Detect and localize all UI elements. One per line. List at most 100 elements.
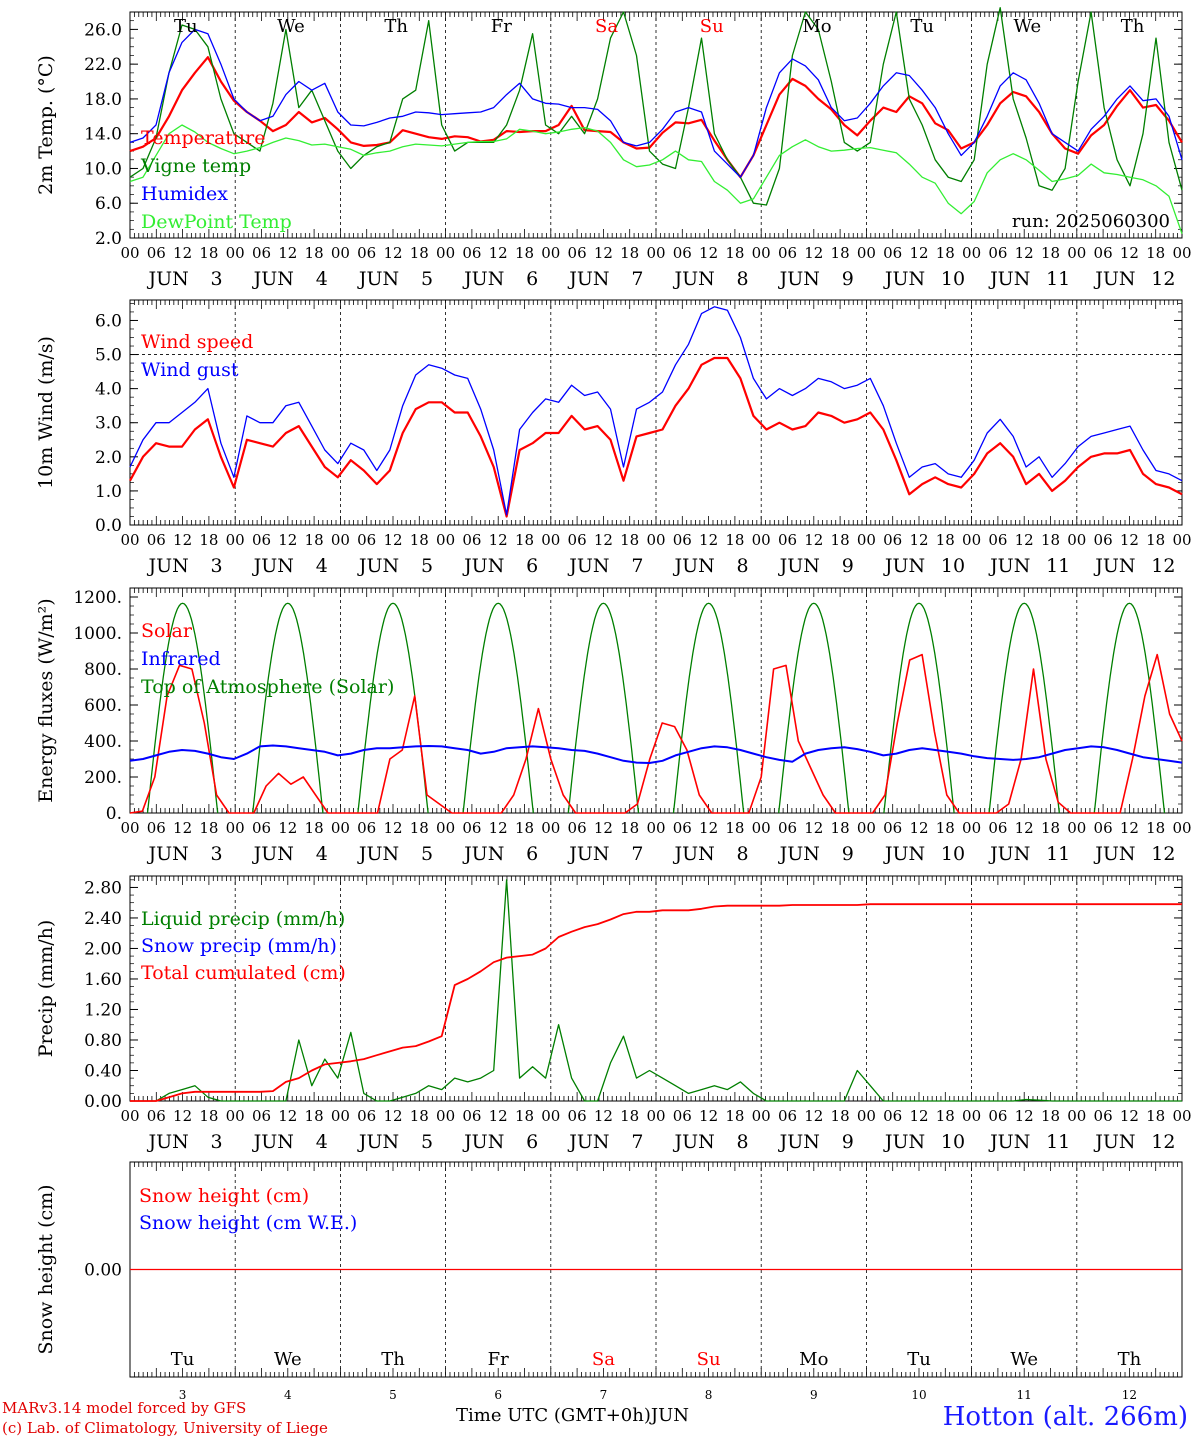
time-axis-text: Time UTC (GMT+0h)	[456, 1405, 651, 1426]
day-number-label: 10	[941, 1131, 965, 1153]
y-axis-label: 10m Wind (m/s)	[35, 336, 57, 489]
month-label: JUN	[1093, 1131, 1135, 1153]
hour-tick-label: 06	[1094, 531, 1113, 549]
series-top-of-atmosphere-solar	[672, 602, 745, 814]
hour-tick-label: 06	[988, 531, 1007, 549]
y-tick-label: 2.80	[84, 878, 122, 898]
series-top-of-atmosphere-solar	[462, 602, 534, 814]
month-label: JUN	[252, 268, 294, 290]
hour-tick-label: 18	[831, 531, 850, 549]
day-number-label: 12	[1151, 268, 1175, 290]
day-number-label: 12	[1151, 555, 1175, 577]
hour-tick-label: 18	[1146, 531, 1165, 549]
day-number-label: 9	[842, 1131, 854, 1153]
hour-tick-label: 06	[462, 531, 481, 549]
series-vigne-temp	[129, 7, 1183, 206]
month-label: JUN	[988, 268, 1030, 290]
hour-tick-label: 06	[778, 1107, 797, 1125]
y-tick-label: 400.	[84, 732, 122, 752]
y-axis-label: Energy fluxes (W/m²)	[35, 598, 57, 802]
hour-tick-label: 12	[173, 244, 192, 262]
hour-tick-label: 06	[147, 819, 166, 837]
time-axis-month: JUN	[650, 1405, 690, 1426]
hour-tick-label: 12	[909, 819, 928, 837]
day-number-label: 10	[941, 843, 965, 865]
hour-tick-label: 00	[1067, 531, 1086, 549]
day-number-label: 4	[316, 843, 328, 865]
month-label: JUN	[357, 555, 399, 577]
y-tick-label: 3.0	[95, 414, 122, 434]
hour-tick-label: 00	[226, 531, 245, 549]
hour-tick-label: 06	[1094, 1107, 1113, 1125]
month-label: JUN	[672, 1131, 714, 1153]
series-top-of-atmosphere-solar	[567, 602, 640, 814]
hour-tick-label: 06	[673, 531, 692, 549]
hour-tick-label: 18	[199, 819, 218, 837]
month-label: JUN	[462, 1131, 504, 1153]
y-tick-label: 0.00	[84, 1261, 122, 1281]
month-label: JUN	[778, 268, 820, 290]
day-number-label: 11	[1046, 555, 1070, 577]
legend-entry: Temperature	[141, 127, 265, 149]
day-name-label: Th	[384, 16, 408, 37]
y-tick-label: 0.40	[84, 1061, 122, 1081]
legend-entry: DewPoint Temp	[141, 211, 292, 233]
day-number-label: 12	[1151, 1131, 1175, 1153]
hour-tick-label: 06	[462, 819, 481, 837]
hour-tick-label: 00	[646, 1107, 665, 1125]
month-label: JUN	[1093, 843, 1135, 865]
day-number-label: 4	[284, 1388, 292, 1402]
series-top-of-atmosphere-solar	[988, 602, 1060, 814]
day-name-label: Tu	[171, 1349, 195, 1370]
legend-entry: Snow height (cm)	[139, 1185, 309, 1207]
hour-tick-label: 06	[673, 1107, 692, 1125]
series-solar	[129, 653, 1183, 814]
hour-tick-label: 00	[436, 244, 455, 262]
day-number-label: 9	[842, 268, 854, 290]
hour-tick-label: 00	[541, 1107, 560, 1125]
hour-tick-label: 00	[857, 244, 876, 262]
y-tick-label: 10.0	[84, 159, 122, 179]
hour-tick-label: 06	[568, 531, 587, 549]
series-top-of-atmosphere-solar	[883, 602, 955, 814]
hour-tick-label: 06	[883, 1107, 902, 1125]
hour-tick-label: 06	[252, 244, 271, 262]
panel-frame-energy	[129, 587, 1183, 814]
hour-tick-label: 18	[199, 244, 218, 262]
hour-tick-label: 06	[568, 244, 587, 262]
y-tick-label: 0.00	[84, 1092, 122, 1112]
day-name-label: Th	[381, 1349, 405, 1370]
hour-tick-label: 12	[909, 1107, 928, 1125]
series-top-of-atmosphere-solar	[146, 602, 219, 814]
hour-tick-label: 00	[646, 531, 665, 549]
day-number-label: 11	[1046, 268, 1070, 290]
hour-tick-label: 06	[883, 531, 902, 549]
y-tick-label: 1.0	[95, 482, 122, 502]
month-label: JUN	[462, 843, 504, 865]
day-number-label: 5	[421, 843, 433, 865]
hour-tick-label: 18	[936, 531, 955, 549]
hour-tick-label: 00	[541, 244, 560, 262]
month-label: JUN	[252, 1131, 294, 1153]
y-tick-label: 0.80	[84, 1031, 122, 1051]
month-label: JUN	[146, 555, 188, 577]
hour-tick-label: 18	[725, 531, 744, 549]
hour-tick-label: 12	[383, 819, 402, 837]
y-tick-label: 22.0	[84, 55, 122, 75]
hour-tick-label: 18	[1146, 819, 1165, 837]
hour-tick-label: 18	[199, 1107, 218, 1125]
hour-tick-label: 12	[699, 531, 718, 549]
hour-tick-label: 18	[620, 1107, 639, 1125]
hour-tick-label: 18	[831, 819, 850, 837]
day-number-label: 8	[737, 1131, 749, 1153]
hour-tick-label: 18	[831, 1107, 850, 1125]
hour-tick-label: 06	[778, 244, 797, 262]
month-label: JUN	[883, 1131, 925, 1153]
month-label: JUN	[146, 843, 188, 865]
day-number-label: 4	[316, 268, 328, 290]
hour-tick-label: 12	[1120, 1107, 1139, 1125]
day-name-label: Sa	[595, 16, 618, 37]
hour-tick-label: 12	[489, 1107, 508, 1125]
legend-entry: Infrared	[141, 648, 221, 670]
